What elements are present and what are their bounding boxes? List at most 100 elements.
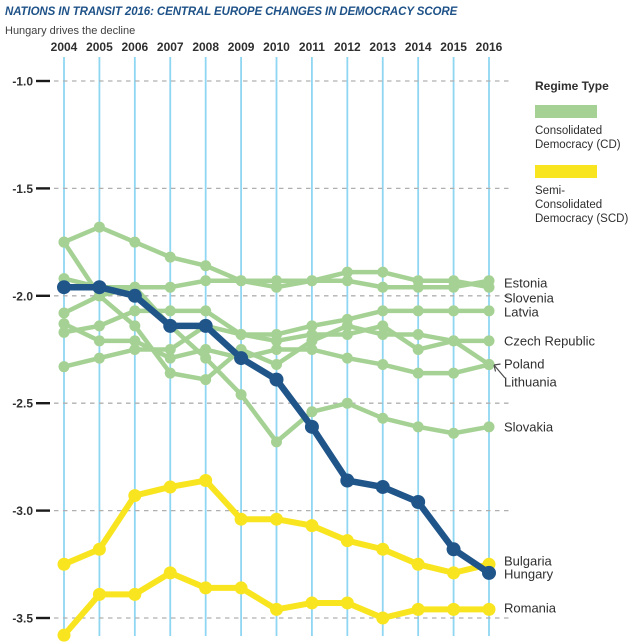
year-label-2004: 2004: [51, 40, 78, 54]
year-label-2013: 2013: [369, 40, 396, 54]
point-slovenia-2013: [377, 266, 389, 278]
point-poland-2010: [271, 359, 283, 371]
point-romania-2012: [340, 596, 354, 610]
point-romania-2016: [482, 602, 496, 616]
point-lithuania-2007: [164, 352, 176, 364]
point-czech-republic-2016: [483, 335, 495, 347]
point-slovakia-2010: [271, 436, 283, 448]
point-slovenia-2011: [306, 275, 318, 287]
point-slovakia-2015: [448, 427, 460, 439]
point-hungary-2009: [234, 351, 249, 366]
year-label-2006: 2006: [121, 40, 148, 54]
point-latvia-2006: [129, 305, 141, 317]
point-poland-2015: [448, 335, 460, 347]
point-romania-2010: [270, 602, 284, 616]
label-bulgaria: Bulgaria: [504, 554, 552, 569]
point-czech-republic-2012: [341, 328, 353, 340]
page-title: NATIONS IN TRANSIT 2016: CENTRAL EUROPE …: [5, 6, 458, 18]
point-poland-2012: [341, 320, 353, 332]
point-hungary-2004: [57, 280, 71, 295]
point-hungary-2008: [198, 318, 213, 333]
point-latvia-2004: [58, 326, 70, 338]
point-czech-republic-2010: [271, 335, 283, 347]
ytick-label--3.0: -3.0: [12, 504, 33, 518]
series-hungary: [57, 280, 497, 580]
point-romania-2014: [411, 602, 425, 616]
point-slovakia-2004: [58, 307, 70, 319]
legend-label-cd: Consolidated Democracy (CD): [535, 125, 621, 151]
point-estonia-2008: [200, 275, 212, 287]
point-hungary-2010: [269, 372, 284, 387]
point-lithuania-2016: [483, 359, 495, 371]
legend-item-semi-consolidated-democracy: Semi-Consolidated Democracy (SCD): [535, 165, 630, 226]
point-latvia-2007: [164, 305, 176, 317]
legend-item-consolidated-democracy: Consolidated Democracy (CD): [535, 105, 630, 152]
point-poland-2007: [164, 367, 176, 379]
label-lithuania: Lithuania: [504, 375, 558, 390]
point-slovakia-2014: [412, 421, 424, 433]
year-label-2015: 2015: [440, 40, 467, 54]
point-hungary-2006: [127, 288, 142, 303]
point-lithuania-2005: [93, 335, 105, 347]
point-lithuania-2008: [200, 344, 212, 355]
year-label-2005: 2005: [86, 40, 113, 54]
point-slovakia-2008: [200, 352, 212, 364]
year-label-2011: 2011: [299, 40, 325, 54]
point-czech-republic-2009: [235, 328, 247, 340]
point-latvia-2011: [306, 320, 318, 332]
point-romania-2006: [128, 587, 142, 601]
legend-title: Regime Type: [535, 79, 609, 93]
point-poland-2006: [129, 320, 141, 332]
point-bulgaria-2014: [411, 557, 425, 571]
point-hungary-2014: [411, 495, 426, 510]
point-slovakia-2011: [306, 406, 318, 418]
point-romania-2004: [57, 628, 71, 642]
point-slovenia-2009: [235, 275, 247, 287]
point-bulgaria-2013: [376, 542, 390, 556]
year-label-2012: 2012: [334, 40, 361, 54]
point-slovakia-2012: [341, 397, 353, 409]
point-czech-republic-2013: [377, 320, 389, 332]
ytick-label--2.5: -2.5: [12, 397, 33, 411]
series-lithuania: [58, 318, 495, 379]
legend-label-scd: Semi-Consolidated Democracy (SCD): [535, 185, 629, 225]
point-romania-2009: [234, 581, 248, 595]
point-bulgaria-2008: [199, 474, 213, 488]
point-czech-republic-2005: [93, 352, 105, 364]
point-hungary-2015: [446, 542, 461, 557]
point-lithuania-2006: [129, 335, 141, 347]
point-estonia-2013: [377, 281, 389, 293]
point-hungary-2007: [163, 318, 178, 333]
point-romania-2007: [163, 566, 177, 580]
ytick-label--2.0: -2.0: [12, 289, 33, 303]
point-slovenia-2007: [164, 251, 176, 263]
point-latvia-2013: [377, 305, 389, 317]
point-latvia-2005: [93, 320, 105, 332]
point-hungary-2005: [92, 280, 107, 295]
point-bulgaria-2012: [340, 534, 354, 548]
label-romania: Romania: [504, 601, 557, 616]
point-lithuania-2015: [448, 367, 460, 379]
cd-green-swatch: [535, 105, 597, 118]
year-label-2010: 2010: [263, 40, 290, 54]
point-romania-2011: [305, 596, 319, 610]
point-bulgaria-2004: [57, 557, 71, 571]
point-bulgaria-2009: [234, 512, 248, 526]
point-latvia-2008: [200, 305, 212, 317]
point-bulgaria-2006: [128, 489, 142, 503]
label-estonia: Estonia: [504, 276, 548, 291]
scd-yellow-swatch: [535, 165, 597, 178]
point-bulgaria-2015: [447, 566, 461, 580]
page-subtitle: Hungary drives the decline: [5, 25, 136, 37]
point-slovenia-2006: [129, 236, 141, 248]
point-romania-2005: [92, 587, 106, 601]
point-slovenia-2015: [448, 275, 460, 287]
point-czech-republic-2014: [412, 344, 424, 355]
ytick-label--1.5: -1.5: [12, 182, 33, 196]
point-poland-2008: [200, 374, 212, 386]
point-lithuania-2010: [271, 344, 283, 355]
point-bulgaria-2011: [305, 519, 319, 533]
year-label-2014: 2014: [405, 40, 432, 54]
point-slovakia-2013: [377, 412, 389, 424]
